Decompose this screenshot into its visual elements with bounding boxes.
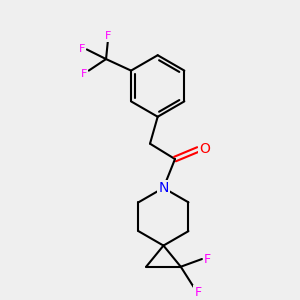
Text: F: F [194, 286, 202, 299]
Text: F: F [204, 253, 211, 266]
Text: F: F [81, 70, 87, 80]
Text: O: O [200, 142, 210, 156]
Text: N: N [158, 181, 169, 195]
Text: N: N [158, 181, 169, 195]
Text: F: F [105, 31, 111, 41]
Text: F: F [79, 44, 85, 55]
